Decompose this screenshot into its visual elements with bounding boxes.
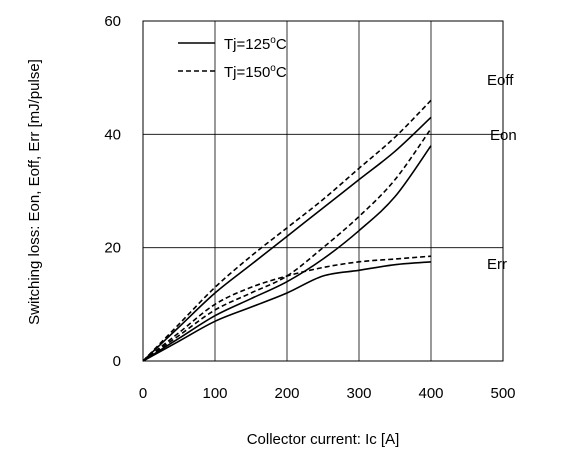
x-axis-ticks: 0 100 200 300 400 500 xyxy=(139,385,516,402)
curve-label-eon: Eon xyxy=(490,127,517,144)
series-eon-tj150 xyxy=(142,128,432,362)
curve-label-eoff: Eoff xyxy=(487,72,514,89)
curve-label-err: Err xyxy=(487,256,507,273)
x-tick-label: 200 xyxy=(274,385,299,402)
y-tick-label: 40 xyxy=(104,126,121,143)
y-axis-label: Switching loss: Eon, Eoff, Err [mJ/pulse… xyxy=(26,59,43,325)
x-tick-label: 500 xyxy=(490,385,515,402)
series-eoff-tj150 xyxy=(142,99,432,362)
series-layer xyxy=(142,99,432,362)
series-err-tj125 xyxy=(142,261,432,362)
x-tick-label: 300 xyxy=(346,385,371,402)
y-tick-label: 20 xyxy=(104,240,121,257)
x-axis-label: Collector current: Ic [A] xyxy=(247,431,400,448)
y-tick-label: 0 xyxy=(113,353,121,370)
x-tick-label: 100 xyxy=(202,385,227,402)
series-eon-tj125 xyxy=(142,145,432,362)
legend-label-tj150: Tj=150oC xyxy=(224,63,287,81)
x-tick-label: 0 xyxy=(139,385,147,402)
plot-area-frame xyxy=(142,20,504,362)
y-axis-ticks: 0 20 40 60 xyxy=(104,13,121,370)
legend: Tj=125oC Tj=150oC xyxy=(178,35,287,81)
y-tick-label: 60 xyxy=(104,13,121,30)
series-err-tj150 xyxy=(142,255,432,362)
x-tick-label: 400 xyxy=(418,385,443,402)
series-eoff-tj125 xyxy=(142,116,432,362)
legend-label-tj125: Tj=125oC xyxy=(224,35,287,53)
